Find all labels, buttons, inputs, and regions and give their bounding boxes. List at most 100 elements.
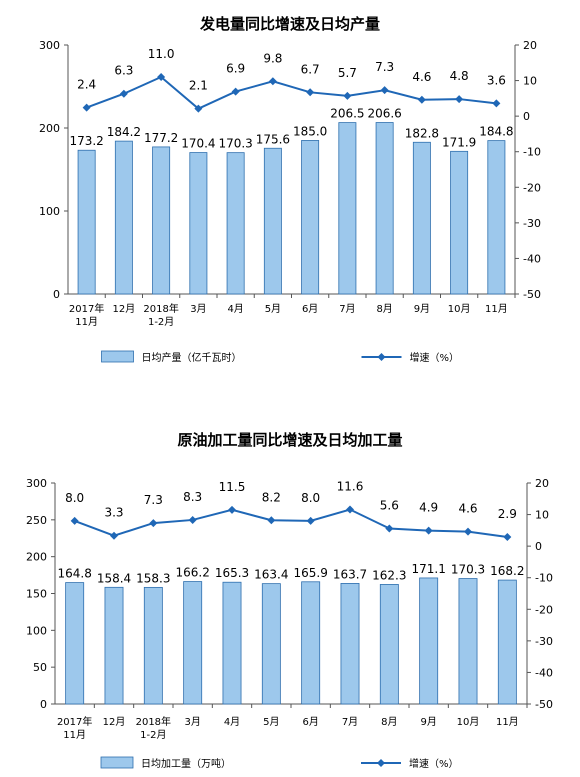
x-tick-label: 11月 bbox=[63, 729, 86, 741]
line-value-label: 11.5 bbox=[219, 480, 246, 494]
bar bbox=[301, 140, 320, 295]
x-tick-label: 1-2月 bbox=[140, 729, 166, 741]
bar-value-label: 184.2 bbox=[107, 125, 141, 139]
line-point bbox=[492, 99, 501, 108]
right-tick-label: -50 bbox=[535, 698, 553, 711]
x-tick-label: 8月 bbox=[376, 303, 392, 315]
left-tick-label: 150 bbox=[26, 588, 47, 601]
bar-value-label: 163.7 bbox=[333, 567, 367, 581]
bar-value-label: 158.3 bbox=[136, 571, 170, 585]
line-point bbox=[188, 515, 197, 524]
line-point bbox=[228, 505, 236, 514]
line-value-label: 8.0 bbox=[65, 491, 84, 505]
bar bbox=[450, 150, 469, 295]
line-value-label: 3.6 bbox=[487, 73, 506, 87]
line-value-label: 7.3 bbox=[375, 60, 394, 74]
bar bbox=[114, 140, 133, 295]
bar-value-label: 168.2 bbox=[490, 564, 524, 578]
x-tick-label: 8月 bbox=[381, 716, 397, 728]
left-tick-label: 300 bbox=[26, 477, 47, 490]
line-point bbox=[149, 519, 158, 528]
bar bbox=[340, 583, 360, 705]
x-tick-label: 5月 bbox=[263, 716, 279, 728]
bar bbox=[183, 581, 203, 705]
legend-line-marker bbox=[377, 353, 386, 361]
legend-bar-label: 日均产量（亿千瓦时） bbox=[142, 351, 242, 364]
x-tick-label: 2017年 bbox=[69, 302, 104, 315]
x-tick-label: 10月 bbox=[457, 716, 480, 728]
x-tick-label: 7月 bbox=[342, 716, 358, 728]
bar bbox=[77, 149, 96, 295]
x-tick-label: 9月 bbox=[414, 303, 430, 315]
bar bbox=[379, 584, 399, 705]
legend-bar-label: 日均加工量（万吨） bbox=[141, 757, 231, 770]
left-tick-label: 200 bbox=[26, 551, 47, 564]
line-point bbox=[110, 531, 118, 540]
line-value-label: 9.8 bbox=[263, 51, 282, 65]
left-tick-label: 200 bbox=[39, 122, 60, 135]
x-tick-label: 5月 bbox=[265, 303, 281, 315]
line-value-label: 4.9 bbox=[419, 501, 438, 515]
line-value-label: 11.6 bbox=[337, 480, 364, 494]
x-tick-label: 3月 bbox=[184, 716, 200, 728]
right-tick-label: -50 bbox=[523, 288, 541, 301]
right-tick-label: 0 bbox=[535, 540, 542, 553]
x-tick-label: 2018年 bbox=[136, 715, 171, 728]
right-tick-label: 20 bbox=[535, 477, 549, 490]
legend-line-label: 增速（%） bbox=[409, 757, 459, 770]
left-tick-label: 50 bbox=[33, 661, 47, 674]
left-tick-label: 0 bbox=[53, 288, 60, 301]
x-tick-label: 7月 bbox=[339, 303, 355, 315]
line-value-label: 3.3 bbox=[104, 506, 123, 520]
line-value-label: 2.4 bbox=[77, 78, 96, 92]
line-point bbox=[464, 527, 472, 536]
bar-value-label: 206.5 bbox=[330, 107, 364, 121]
line-value-label: 8.3 bbox=[183, 490, 202, 504]
line-value-label: 2.9 bbox=[498, 507, 517, 521]
line-point bbox=[380, 86, 389, 95]
x-tick-label: 1-2月 bbox=[148, 316, 174, 328]
x-tick-label: 11月 bbox=[75, 316, 98, 328]
bar-value-label: 170.3 bbox=[218, 137, 252, 151]
right-tick-label: 10 bbox=[535, 509, 549, 522]
bar-value-label: 170.3 bbox=[451, 563, 485, 577]
legend-bar-swatch bbox=[100, 756, 134, 769]
line-value-label: 6.9 bbox=[226, 62, 245, 76]
bar bbox=[458, 578, 478, 705]
line-value-label: 4.6 bbox=[412, 70, 431, 84]
line-point bbox=[231, 87, 240, 96]
line-value-label: 5.6 bbox=[380, 498, 399, 512]
right-tick-label: -30 bbox=[535, 635, 553, 648]
x-tick-label: 2018年 bbox=[143, 302, 178, 315]
left-tick-label: 100 bbox=[26, 624, 47, 637]
line-value-label: 8.2 bbox=[262, 490, 281, 504]
line-value-label: 8.0 bbox=[301, 491, 320, 505]
line-value-label: 4.6 bbox=[458, 502, 477, 516]
bar bbox=[222, 581, 242, 705]
line-point bbox=[268, 77, 277, 86]
right-tick-label: 10 bbox=[523, 75, 537, 88]
bar-value-label: 175.6 bbox=[256, 132, 290, 146]
line-point bbox=[119, 89, 128, 98]
x-tick-label: 2017年 bbox=[57, 715, 92, 728]
x-tick-label: 3月 bbox=[190, 303, 206, 315]
legend-line-marker bbox=[377, 759, 385, 767]
right-tick-label: -10 bbox=[535, 572, 553, 585]
bar bbox=[189, 152, 208, 295]
left-tick-label: 250 bbox=[26, 514, 47, 527]
line-value-label: 5.7 bbox=[338, 66, 357, 80]
right-tick-label: -40 bbox=[535, 666, 553, 679]
line-point bbox=[503, 532, 512, 541]
bar-value-label: 171.9 bbox=[442, 135, 476, 149]
right-tick-label: 0 bbox=[523, 110, 530, 123]
bar bbox=[143, 586, 163, 705]
left-tick-label: 100 bbox=[39, 205, 60, 218]
bar-value-label: 170.4 bbox=[181, 137, 215, 151]
line-point bbox=[455, 95, 464, 104]
x-tick-label: 6月 bbox=[302, 716, 318, 728]
chart-title: 原油加工量同比增速及日均加工量 bbox=[177, 431, 402, 449]
x-tick-label: 12月 bbox=[103, 716, 126, 728]
line-point bbox=[306, 516, 315, 525]
